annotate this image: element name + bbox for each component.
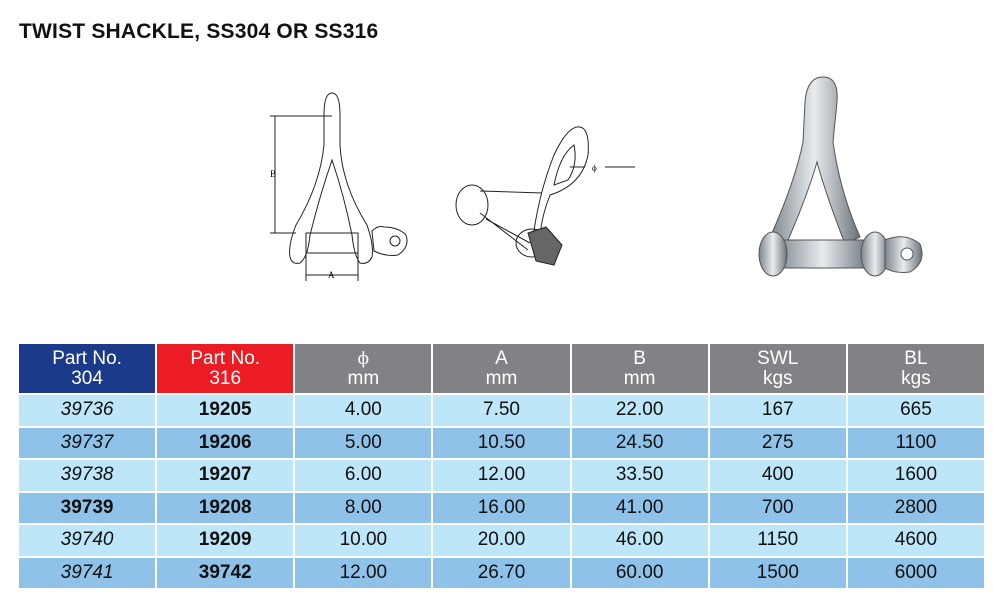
cell-bl-kgs: 1100	[845, 425, 987, 460]
cell-part-no-304: 39738	[16, 458, 158, 493]
cell-swl-kgs: 167	[707, 393, 848, 428]
cell-bl-kgs: 6000	[845, 555, 987, 590]
cell-bl-kgs: 1600	[845, 458, 987, 493]
cell-b-mm: 24.50	[569, 425, 710, 460]
cell-swl-kgs: 275	[707, 425, 848, 460]
dimension-phi-label: ϕ	[592, 163, 597, 173]
cell-part-no-316: 39742	[155, 555, 296, 590]
cell-a-mm: 20.00	[431, 523, 572, 558]
cell-a-mm: 12.00	[431, 458, 572, 493]
table-row: 39736 19205 4.00 7.50 22.00 167 665	[16, 393, 987, 428]
cell-a-mm: 10.50	[431, 425, 572, 460]
table-row: 39741 39742 12.00 26.70 60.00 1500 6000	[16, 555, 987, 590]
cell-swl-kgs: 700	[707, 490, 848, 525]
header-bl: BL kgs	[845, 342, 987, 395]
cell-a-mm: 26.70	[431, 555, 572, 590]
cell-swl-kgs: 1150	[707, 523, 848, 558]
table-row: 39738 19207 6.00 12.00 33.50 400 1600	[16, 458, 987, 493]
dimension-a-label: A	[328, 270, 335, 280]
cell-phi-mm: 5.00	[293, 425, 434, 460]
table-row: 39737 19206 5.00 10.50 24.50 275 1100	[16, 425, 987, 460]
cell-phi-mm: 8.00	[293, 490, 434, 525]
cell-part-no-316: 19206	[155, 425, 296, 460]
shackle-product-photo	[758, 76, 923, 277]
cell-bl-kgs: 4600	[845, 523, 987, 558]
cell-a-mm: 16.00	[431, 490, 572, 525]
cell-phi-mm: 10.00	[293, 523, 434, 558]
cell-part-no-304: 39737	[16, 425, 158, 460]
cell-part-no-316: 19207	[155, 458, 296, 493]
cell-part-no-316: 19209	[155, 523, 296, 558]
header-part-no-316: Part No. 316	[155, 342, 296, 395]
header-part-no-304: Part No. 304	[16, 342, 158, 395]
cell-part-no-304: 39736	[16, 393, 158, 428]
header-swl: SWL kgs	[707, 342, 848, 395]
cell-phi-mm: 4.00	[293, 393, 434, 428]
cell-part-no-304: 39741	[16, 555, 158, 590]
cell-part-no-304: 39739	[16, 490, 158, 525]
shackle-perspective-diagram: ϕ	[455, 126, 635, 266]
cell-b-mm: 46.00	[569, 523, 710, 558]
cell-a-mm: 7.50	[431, 393, 572, 428]
cell-b-mm: 22.00	[569, 393, 710, 428]
cell-phi-mm: 6.00	[293, 458, 434, 493]
cell-b-mm: 60.00	[569, 555, 710, 590]
dimension-b-label: B	[270, 169, 276, 179]
cell-part-no-316: 19205	[155, 393, 296, 428]
table-row: 39739 19208 8.00 16.00 41.00 700 2800	[16, 490, 987, 525]
cell-swl-kgs: 1500	[707, 555, 848, 590]
cell-part-no-304: 39740	[16, 523, 158, 558]
header-phi: ϕ mm	[293, 342, 434, 395]
cell-swl-kgs: 400	[707, 458, 848, 493]
cell-bl-kgs: 2800	[845, 490, 987, 525]
shackle-front-view-diagram: B A	[270, 92, 408, 281]
cell-bl-kgs: 665	[845, 393, 987, 428]
page-title: TWIST SHACKLE, SS304 OR SS316	[19, 20, 379, 43]
cell-part-no-316: 19208	[155, 490, 296, 525]
table-row: 39740 19209 10.00 20.00 46.00 1150 4600	[16, 523, 987, 558]
cell-b-mm: 41.00	[569, 490, 710, 525]
cell-phi-mm: 12.00	[293, 555, 434, 590]
cell-b-mm: 33.50	[569, 458, 710, 493]
